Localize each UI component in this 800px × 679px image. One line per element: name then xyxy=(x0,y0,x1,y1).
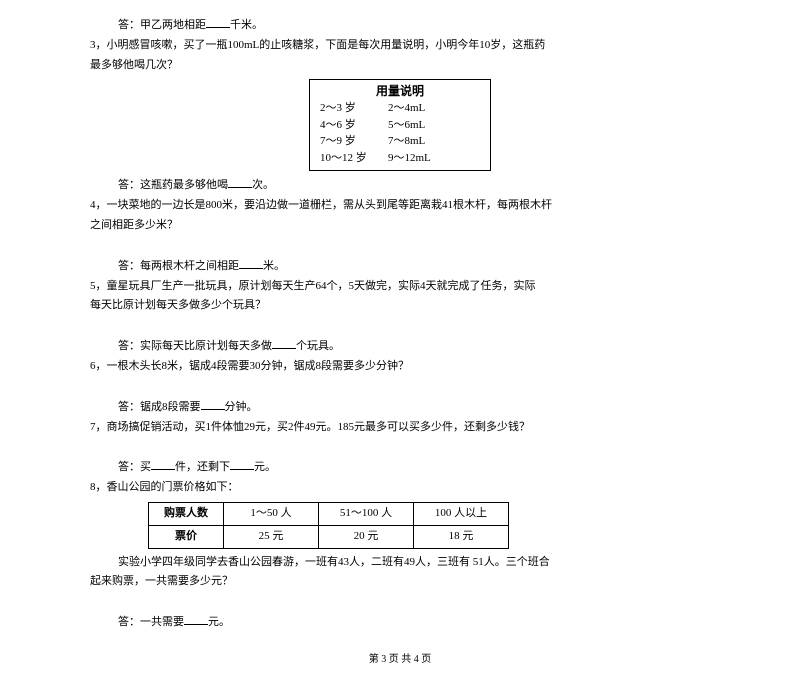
q5-answer-suffix: 个玩具。 xyxy=(296,340,340,352)
q4-blank xyxy=(239,256,263,269)
q2-answer-suffix: 千米。 xyxy=(230,19,263,31)
q4-answer-line: 答：每两根木杆之间相距 米。 xyxy=(90,256,710,277)
dosage-age: 10～12 岁 xyxy=(320,150,388,167)
ticket-header-cell: 100 人以上 xyxy=(414,502,509,525)
dosage-amt: 2～4mL xyxy=(388,100,425,117)
dosage-row: 2～3 岁2～4mL xyxy=(320,100,480,117)
q5-line2: 每天比原计划每天多做多少个玩具？ xyxy=(90,296,710,316)
ticket-header-cell: 1～50 人 xyxy=(224,502,319,525)
q6-blank xyxy=(201,397,225,410)
q4-line1: 4，一块菜地的一边长是800米，要沿边做一道栅栏，需从头到尾等距离栽41根木杆，… xyxy=(90,196,710,216)
q2-answer-line: 答：甲乙两地相距 千米。 xyxy=(90,15,710,36)
dosage-age: 7～9 岁 xyxy=(320,133,388,150)
q7-mid: 件，还剩下 xyxy=(175,461,230,473)
q3-answer-line: 答：这瓶药最多够他喝 次。 xyxy=(90,175,710,196)
q3-answer-prefix: 答：这瓶药最多够他喝 xyxy=(118,179,228,191)
dosage-table: 用量说明 2～3 岁2～4mL 4～6 岁5～6mL 7～9 岁7～8mL 10… xyxy=(309,79,491,171)
q8-line2a: 实验小学四年级同学去香山公园春游，一班有43人，二班有49人，三班有 51人。三… xyxy=(90,553,710,573)
q3-line2: 最多够他喝几次？ xyxy=(90,56,710,76)
ticket-cell: 18 元 xyxy=(414,525,509,548)
spacer xyxy=(90,236,710,256)
q8-answer-line: 答：一共需要 元。 xyxy=(90,612,710,633)
q7-blank1 xyxy=(151,457,175,470)
spacer xyxy=(90,316,710,336)
dosage-age: 4～6 岁 xyxy=(320,117,388,134)
dosage-amt: 9～12mL xyxy=(388,150,431,167)
dosage-amt: 7～8mL xyxy=(388,133,425,150)
dosage-age: 2～3 岁 xyxy=(320,100,388,117)
q8-answer-prefix: 答：一共需要 xyxy=(118,616,184,628)
q7-answer-suffix: 元。 xyxy=(254,461,276,473)
dosage-amt: 5～6mL xyxy=(388,117,425,134)
q5-line1: 5，童星玩具厂生产一批玩具，原计划每天生产64个，5天做完，实际4天就完成了任务… xyxy=(90,277,710,297)
q6-answer-prefix: 答：锯成8段需要 xyxy=(118,401,201,413)
q3-line1: 3，小明感冒咳嗽，买了一瓶100mL的止咳糖浆，下面是每次用量说明，小明今年10… xyxy=(90,36,710,56)
q3-blank xyxy=(228,175,252,188)
q7-blank2 xyxy=(230,457,254,470)
ticket-cell: 20 元 xyxy=(319,525,414,548)
spacer xyxy=(90,377,710,397)
q5-blank xyxy=(272,336,296,349)
dosage-row: 4～6 岁5～6mL xyxy=(320,117,480,134)
page-footer: 第 3 页 共 4 页 xyxy=(90,651,710,669)
q8-line: 8，香山公园的门票价格如下： xyxy=(90,478,710,498)
q3-answer-suffix: 次。 xyxy=(252,179,274,191)
q2-answer-prefix: 答：甲乙两地相距 xyxy=(118,19,206,31)
dosage-row: 10～12 岁9～12mL xyxy=(320,150,480,167)
spacer xyxy=(90,437,710,457)
q6-answer-suffix: 分钟。 xyxy=(225,401,258,413)
q5-answer-line: 答：实际每天比原计划每天多做 个玩具。 xyxy=(90,336,710,357)
q4-answer-prefix: 答：每两根木杆之间相距 xyxy=(118,260,239,272)
q6-answer-line: 答：锯成8段需要 分钟。 xyxy=(90,397,710,418)
q8-answer-suffix: 元。 xyxy=(208,616,230,628)
spacer xyxy=(90,592,710,612)
document-page: 答：甲乙两地相距 千米。 3，小明感冒咳嗽，买了一瓶100mL的止咳糖浆，下面是每… xyxy=(0,0,800,679)
q8-blank xyxy=(184,612,208,625)
dosage-title: 用量说明 xyxy=(320,82,480,100)
q4-answer-suffix: 米。 xyxy=(263,260,285,272)
table-row: 购票人数 1～50 人 51～100 人 100 人以上 xyxy=(149,502,509,525)
q7-answer-prefix: 答：买 xyxy=(118,461,151,473)
dosage-row: 7～9 岁7～8mL xyxy=(320,133,480,150)
table-row: 票价 25 元 20 元 18 元 xyxy=(149,525,509,548)
q5-answer-prefix: 答：实际每天比原计划每天多做 xyxy=(118,340,272,352)
q8-line2b: 起来购票，一共需要多少元？ xyxy=(90,572,710,592)
ticket-table: 购票人数 1～50 人 51～100 人 100 人以上 票价 25 元 20 … xyxy=(148,502,509,549)
q7-line: 7，商场搞促销活动，买1件体恤29元，买2件49元。185元最多可以买多少件，还… xyxy=(90,418,710,438)
q6-line: 6，一根木头长8米，锯成4段需要30分钟，锯成8段需要多少分钟？ xyxy=(90,357,710,377)
q4-line2: 之间相距多少米？ xyxy=(90,216,710,236)
ticket-cell: 票价 xyxy=(149,525,224,548)
ticket-header-cell: 购票人数 xyxy=(149,502,224,525)
q2-blank xyxy=(206,15,230,28)
ticket-header-cell: 51～100 人 xyxy=(319,502,414,525)
q7-answer-line: 答：买 件，还剩下 元。 xyxy=(90,457,710,478)
ticket-cell: 25 元 xyxy=(224,525,319,548)
